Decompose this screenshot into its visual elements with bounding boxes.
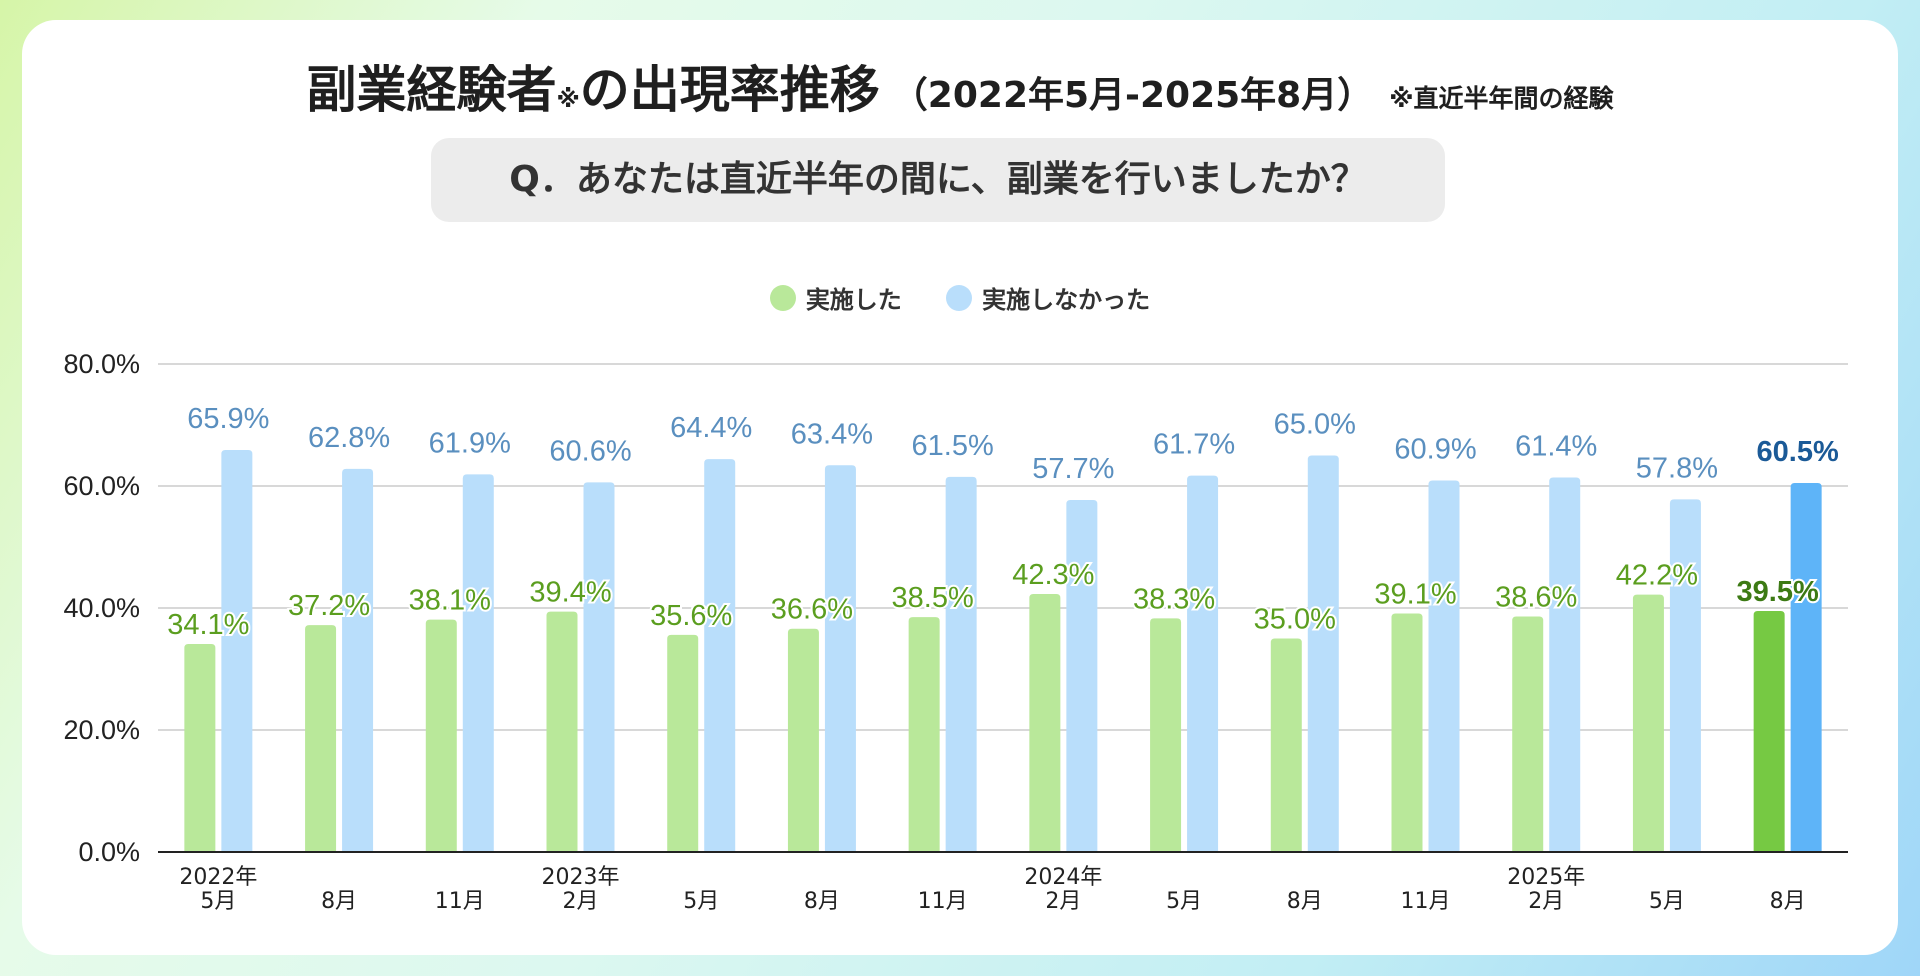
data-label-not: 65.0% bbox=[1274, 409, 1356, 441]
bar-did bbox=[546, 611, 578, 852]
x-tick-label: 8月 bbox=[804, 889, 840, 914]
bar-did bbox=[908, 617, 940, 852]
data-label-not: 61.7% bbox=[1153, 429, 1235, 461]
x-tick-label: 5月 bbox=[683, 889, 719, 914]
bar-did bbox=[1150, 618, 1182, 852]
x-tick-label: 5月 bbox=[1166, 889, 1202, 914]
data-label-not: 60.9% bbox=[1394, 434, 1476, 466]
title-note-mark: ※ bbox=[556, 85, 580, 113]
data-label-did: 34.1% bbox=[167, 609, 249, 641]
data-label-did: 35.6% bbox=[650, 600, 732, 632]
legend-item-did: 実施した bbox=[769, 280, 902, 315]
x-tick-label: 2023年 bbox=[542, 865, 620, 890]
bar-not bbox=[1187, 475, 1219, 852]
title-note: ※直近半年間の経験 bbox=[1389, 84, 1614, 113]
bar-not bbox=[1549, 477, 1581, 852]
data-label-not: 61.5% bbox=[912, 430, 994, 462]
question-box: Q．あなたは直近半年の間に、副業を行いましたか？ bbox=[431, 138, 1445, 222]
x-tick-label: 8月 bbox=[321, 889, 357, 914]
chart-title: 副業経験者※の出現率推移 （2022年5月-2025年8月） ※直近半年間の経験 bbox=[0, 50, 1920, 122]
bar-not bbox=[1066, 500, 1098, 852]
data-label-not: 61.9% bbox=[429, 427, 511, 459]
data-label-not: 57.7% bbox=[1032, 453, 1114, 485]
title-main: 副業経験者 bbox=[306, 61, 557, 119]
y-tick-label: 80.0% bbox=[63, 349, 140, 379]
title-main-suffix: の出現率推移 bbox=[579, 61, 880, 119]
title-period: （2022年5月-2025年8月） bbox=[891, 75, 1374, 116]
y-tick-label: 40.0% bbox=[63, 593, 140, 623]
data-label-not: 57.8% bbox=[1636, 452, 1718, 484]
bar-not bbox=[583, 482, 615, 852]
bar-did bbox=[1029, 593, 1061, 852]
data-label-did: 37.2% bbox=[288, 590, 370, 622]
bar-did bbox=[1391, 613, 1423, 852]
y-tick-label: 0.0% bbox=[78, 837, 140, 867]
data-label-did: 42.3% bbox=[1012, 559, 1094, 591]
data-label-did: 36.6% bbox=[771, 594, 853, 626]
bar-not bbox=[1307, 455, 1339, 852]
x-tick-label: 11月 bbox=[918, 889, 968, 914]
x-tick-label: 5月 bbox=[200, 889, 236, 914]
x-tick-label: 2024年 bbox=[1024, 865, 1102, 890]
question-text: Q．あなたは直近半年の間に、副業を行いましたか？ bbox=[509, 159, 1367, 200]
bar-not bbox=[221, 450, 253, 852]
data-label-not: 63.4% bbox=[791, 418, 873, 450]
legend-label-did: 実施した bbox=[805, 286, 902, 314]
x-tick-label: 2月 bbox=[1528, 889, 1564, 914]
bar-not bbox=[1669, 499, 1701, 852]
bar-did bbox=[305, 625, 337, 852]
bar-not bbox=[945, 476, 977, 852]
data-label-not: 62.8% bbox=[308, 422, 390, 454]
x-tick-label: 11月 bbox=[435, 889, 485, 914]
bar-not bbox=[704, 459, 736, 852]
x-tick-label: 2月 bbox=[563, 889, 599, 914]
data-label-not: 60.6% bbox=[549, 435, 631, 467]
data-label-not: 61.4% bbox=[1515, 430, 1597, 462]
data-label-did: 35.0% bbox=[1254, 604, 1336, 636]
data-label-did: 39.5% bbox=[1737, 576, 1819, 608]
data-label-did: 38.5% bbox=[892, 582, 974, 614]
x-tick-label: 8月 bbox=[1770, 889, 1806, 914]
x-tick-label: 11月 bbox=[1401, 889, 1451, 914]
bar-not bbox=[342, 468, 374, 852]
data-label-not: 60.5% bbox=[1757, 436, 1839, 468]
bar-not bbox=[1428, 480, 1460, 852]
bar-did bbox=[667, 634, 699, 852]
x-tick-label: 2025年 bbox=[1507, 865, 1585, 890]
data-label-not: 64.4% bbox=[670, 412, 752, 444]
bar-did bbox=[425, 619, 457, 852]
data-label-did: 39.4% bbox=[529, 577, 611, 609]
x-tick-label: 8月 bbox=[1287, 889, 1323, 914]
y-tick-label: 20.0% bbox=[63, 715, 140, 745]
bar-not bbox=[824, 465, 856, 852]
bar-did bbox=[1753, 611, 1785, 852]
data-label-did: 39.1% bbox=[1374, 578, 1456, 610]
data-label-did: 38.6% bbox=[1495, 582, 1577, 614]
bar-did bbox=[184, 643, 216, 852]
data-label-not: 65.9% bbox=[187, 403, 269, 435]
bar-not bbox=[1790, 482, 1822, 852]
bar-did bbox=[1632, 594, 1664, 852]
legend: 実施した 実施しなかった bbox=[0, 280, 1920, 315]
legend-dot-did bbox=[769, 284, 796, 311]
data-label-did: 42.2% bbox=[1616, 560, 1698, 592]
x-tick-label: 2月 bbox=[1045, 889, 1081, 914]
bar-did bbox=[787, 628, 819, 852]
legend-label-not: 実施しなかった bbox=[982, 286, 1151, 314]
x-tick-label: 5月 bbox=[1649, 889, 1685, 914]
bar-not bbox=[462, 474, 494, 852]
data-label-did: 38.3% bbox=[1133, 583, 1215, 615]
y-tick-label: 60.0% bbox=[63, 471, 140, 501]
x-tick-label: 2022年 bbox=[179, 865, 257, 890]
legend-dot-not bbox=[946, 284, 973, 311]
bar-did bbox=[1270, 638, 1302, 852]
bar-did bbox=[1512, 616, 1544, 852]
legend-item-not: 実施しなかった bbox=[946, 280, 1150, 315]
data-label-did: 38.1% bbox=[409, 585, 491, 617]
